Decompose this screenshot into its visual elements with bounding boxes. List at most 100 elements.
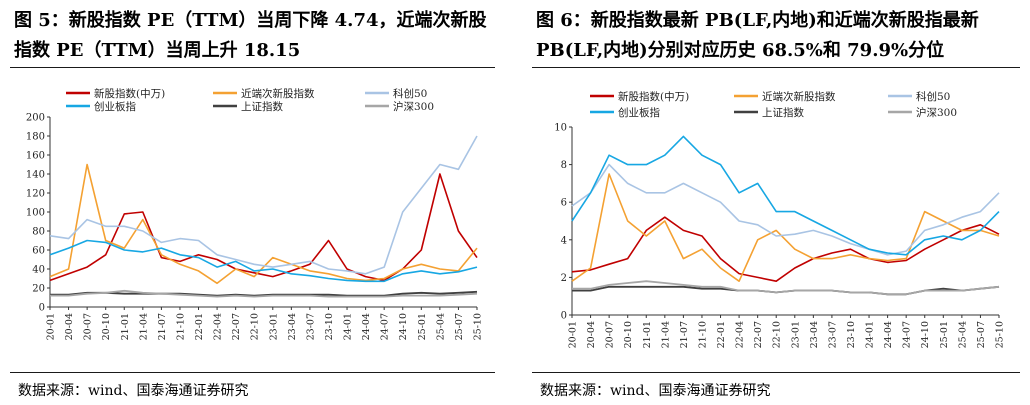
legend-label-1: 新股指数(中万) <box>618 90 689 103</box>
x-tick-label: 23-04 <box>809 321 820 348</box>
x-tick-label: 20-04 <box>586 321 597 348</box>
x-tick-label: 22-04 <box>213 313 224 340</box>
series-line-3 <box>571 163 1000 256</box>
series-line-4 <box>571 135 1000 256</box>
x-tick-label: 24-10 <box>920 321 931 348</box>
x-tick-label: 25-01 <box>417 313 428 340</box>
x-tick-label: 22-01 <box>716 321 727 348</box>
x-tick-label: 25-10 <box>995 321 1006 348</box>
y-tick-label: 40 <box>32 265 45 276</box>
pe-line-chart: 新股指数(中万) 近端次新股指数 科创50 创业板指 上证指数 沪深300 0 20 40 60 8… <box>26 87 484 340</box>
x-tick-label: 20-07 <box>605 321 616 348</box>
x-tick-label: 20-01 <box>568 321 579 348</box>
y-tick-label: 140 <box>26 170 45 181</box>
y-tick-label: 4 <box>561 235 567 246</box>
source-note-pb: 数据来源：wind、国泰海通证券研究 <box>540 383 771 399</box>
x-tick-label: 25-04 <box>435 313 446 340</box>
x-tick-label: 24-01 <box>865 321 876 348</box>
x-tick-label: 21-07 <box>157 313 168 340</box>
legend-label-6: 沪深300 <box>916 106 957 119</box>
legend-label-3: 科创50 <box>916 90 950 103</box>
source-note-pe: 数据来源：wind、国泰海通证券研究 <box>18 383 249 399</box>
y-tick-label: 2 <box>561 273 567 284</box>
x-tick-label: 21-04 <box>138 313 149 340</box>
y-tick-label: 6 <box>561 198 567 209</box>
x-tick-label: 21-10 <box>175 313 186 340</box>
x-tick-label: 22-01 <box>194 313 205 340</box>
panel-pb: 图 6：新股指数最新 PB(LF,内地)和近端次新股指最新 PB(LF,内地)分… <box>522 0 1030 405</box>
y-tick-label: 60 <box>32 246 45 257</box>
series-line-1 <box>571 216 1000 282</box>
x-tick-label: 21-01 <box>120 313 131 340</box>
series-line-1 <box>49 173 478 282</box>
legend-label-5: 上证指数 <box>762 106 804 119</box>
x-tick-label: 23-10 <box>324 313 335 340</box>
y-tick-label: 200 <box>26 113 45 124</box>
divider-bottom-pe <box>10 372 495 373</box>
legend-label-3: 科创50 <box>393 87 427 100</box>
x-tick-label: 23-07 <box>305 313 316 340</box>
series-line-5 <box>50 290 478 297</box>
x-tick-label: 24-04 <box>883 321 894 348</box>
legend-label-4: 创业板指 <box>618 106 660 119</box>
y-tick-label: 180 <box>26 132 45 143</box>
x-tick-label: 21-07 <box>679 321 690 348</box>
pb-line-chart: 新股指数(中万) 近端次新股指数 科创50 创业板指 上证指数 沪深300 0 2 4 6 8 10 2… <box>554 90 1006 348</box>
x-tick-label: 23-01 <box>268 313 279 340</box>
x-tick-label: 24-01 <box>343 313 354 340</box>
panel-pe: 图 5：新股指数 PE（TTM）当周下降 4.74，近端次新股指数 PE（TTM… <box>0 0 505 405</box>
y-tick-label: 100 <box>26 208 45 219</box>
chart-title-pe: 图 5：新股指数 PE（TTM）当周下降 4.74，近端次新股指数 PE（TTM… <box>14 10 487 61</box>
x-tick-label: 24-04 <box>361 313 372 340</box>
series-line-2 <box>49 163 478 285</box>
y-tick-label: 160 <box>26 151 45 162</box>
x-tick-label: 20-01 <box>46 313 57 340</box>
x-tick-label: 21-10 <box>697 321 708 348</box>
x-tick-label: 21-01 <box>642 321 653 348</box>
x-tick-label: 23-01 <box>790 321 801 348</box>
series-line-3 <box>49 135 478 275</box>
divider-top-pb <box>532 67 1020 68</box>
x-tick-label: 25-07 <box>976 321 987 348</box>
y-tick-label: 120 <box>26 189 45 200</box>
x-tick-label: 23-10 <box>846 321 857 348</box>
series-line-4 <box>49 239 478 283</box>
x-tick-label: 25-01 <box>939 321 950 348</box>
y-tick-label: 80 <box>32 227 45 238</box>
x-tick-label: 25-04 <box>957 321 968 348</box>
x-tick-label: 24-10 <box>398 313 409 340</box>
x-tick-label: 21-04 <box>660 321 671 348</box>
series-line-2 <box>571 173 1000 282</box>
series-line-6 <box>572 280 1000 296</box>
x-tick-label: 20-04 <box>64 313 75 340</box>
chart-title-pb: 图 6：新股指数最新 PB(LF,内地)和近端次新股指最新 PB(LF,内地)分… <box>536 10 979 61</box>
x-tick-label: 25-07 <box>454 313 465 340</box>
series-line-6 <box>50 289 478 298</box>
divider-bottom-pb <box>532 372 1020 373</box>
legend-label-4: 创业板指 <box>94 100 136 113</box>
x-tick-label: 22-10 <box>250 313 261 340</box>
x-tick-label: 22-10 <box>772 321 783 348</box>
x-tick-label: 22-04 <box>735 321 746 348</box>
x-tick-label: 22-07 <box>753 321 764 348</box>
legend-label-2: 近端次新股指数 <box>762 90 836 103</box>
x-tick-label: 24-07 <box>902 321 913 348</box>
x-tick-label: 23-04 <box>287 313 298 340</box>
y-tick-label: 20 <box>32 284 45 295</box>
x-tick-label: 20-07 <box>83 313 94 340</box>
legend-label-6: 沪深300 <box>393 100 434 113</box>
y-tick-label: 0 <box>561 311 567 322</box>
x-tick-label: 24-07 <box>380 313 391 340</box>
legend-label-5: 上证指数 <box>241 100 283 113</box>
x-tick-label: 22-07 <box>231 313 242 340</box>
y-tick-label: 10 <box>554 123 567 134</box>
x-tick-label: 25-10 <box>473 313 484 340</box>
x-tick-label: 20-10 <box>101 313 112 340</box>
x-tick-label: 23-07 <box>827 321 838 348</box>
legend-label-2: 近端次新股指数 <box>241 87 315 100</box>
y-tick-label: 8 <box>561 160 567 171</box>
legend-label-1: 新股指数(中万) <box>94 87 165 100</box>
x-tick-label: 20-10 <box>623 321 634 348</box>
divider-top-pe <box>10 67 495 68</box>
y-tick-label: 0 <box>39 303 45 314</box>
